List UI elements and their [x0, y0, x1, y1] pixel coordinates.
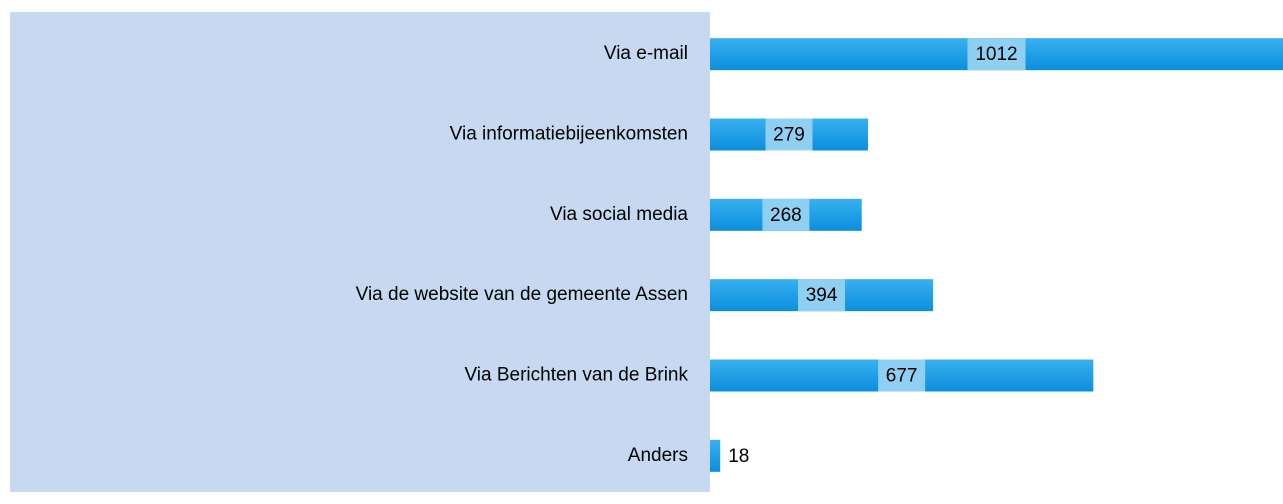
category-label: Via informatiebijeenkomsten — [450, 124, 688, 145]
category-label: Via e-mail — [604, 43, 688, 64]
value-label: 394 — [806, 285, 838, 306]
value-label: 1012 — [975, 44, 1017, 65]
value-label: 677 — [886, 366, 918, 387]
category-label: Via de website van de gemeente Assen — [356, 284, 688, 305]
category-label: Anders — [628, 445, 688, 466]
value-label-box — [762, 198, 810, 231]
value-label-box — [798, 279, 846, 312]
label-panel — [10, 12, 710, 492]
value-label-box — [765, 118, 813, 151]
category-label: Via Berichten van de Brink — [464, 365, 688, 386]
value-label: 18 — [728, 446, 749, 467]
value-label-box — [967, 38, 1026, 71]
category-label: Via social media — [550, 204, 688, 225]
value-label: 279 — [773, 125, 805, 146]
value-label: 268 — [770, 205, 802, 226]
value-label-box — [878, 359, 926, 392]
bar — [710, 439, 721, 472]
